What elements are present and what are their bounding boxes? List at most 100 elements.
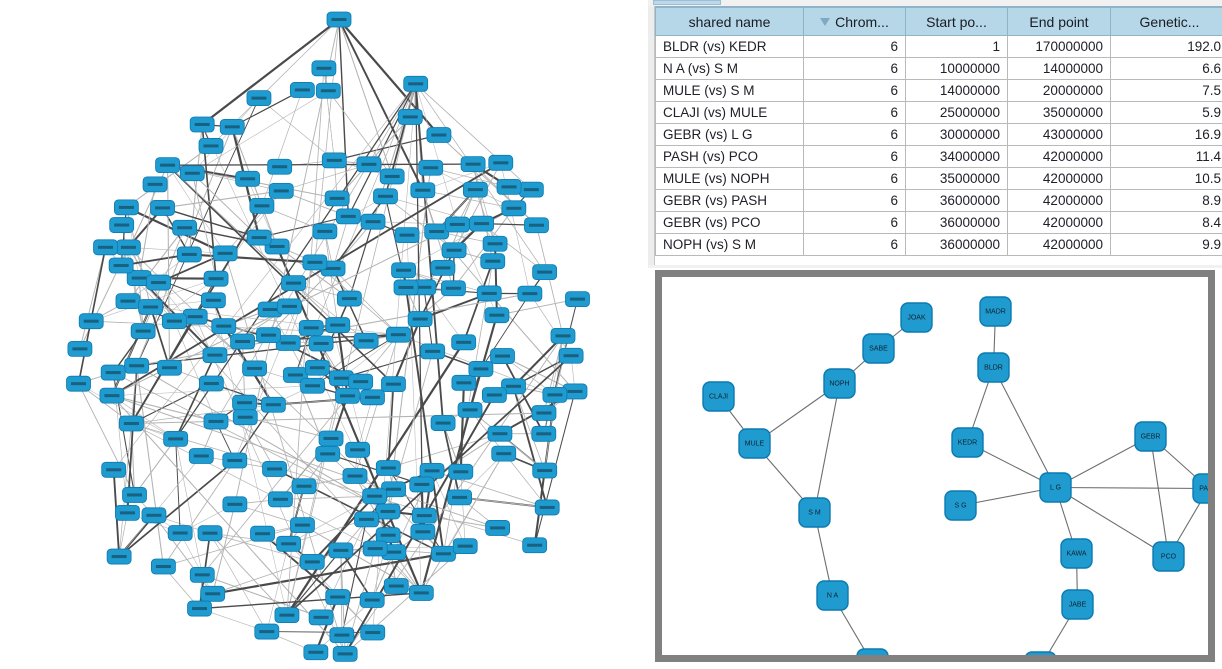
main-network-node[interactable] — [336, 290, 362, 307]
main-network-node[interactable] — [325, 589, 351, 605]
main-network-node[interactable] — [558, 347, 584, 364]
main-network-node[interactable] — [379, 168, 405, 185]
main-network-node[interactable] — [109, 217, 135, 233]
main-network-edge[interactable] — [459, 496, 548, 508]
cell-genetic[interactable]: 6.6 — [1110, 57, 1222, 80]
main-network-view[interactable] — [0, 0, 648, 669]
main-network-node[interactable] — [276, 535, 302, 552]
main-network-node[interactable] — [93, 239, 118, 256]
main-network-node[interactable] — [444, 216, 470, 233]
main-network-edge[interactable] — [281, 164, 370, 192]
subnetwork-node[interactable]: GEBR — [1134, 421, 1167, 452]
main-network-node[interactable] — [550, 327, 576, 344]
main-network-node[interactable] — [230, 333, 256, 350]
main-network-node[interactable] — [354, 511, 379, 528]
cell-genetic[interactable]: 192.0 — [1110, 35, 1222, 58]
table-row[interactable]: N A (vs) S M 6 10000000 14000000 6.6 — [655, 57, 1222, 80]
cell-end-point[interactable]: 43000000 — [1007, 123, 1111, 146]
main-network-edge[interactable] — [387, 535, 397, 587]
main-network-node[interactable] — [122, 487, 147, 503]
main-network-node[interactable] — [468, 361, 494, 377]
main-network-node[interactable] — [304, 359, 330, 376]
main-network-node[interactable] — [311, 60, 337, 77]
main-network-node[interactable] — [108, 257, 134, 274]
main-network-node[interactable] — [308, 609, 334, 626]
main-network-node[interactable] — [188, 448, 214, 464]
main-network-node[interactable] — [518, 181, 544, 198]
main-network-node[interactable] — [451, 334, 477, 351]
main-network-edge[interactable] — [209, 532, 313, 563]
cell-chromosome[interactable]: 6 — [803, 211, 906, 234]
main-network-node[interactable] — [161, 313, 187, 330]
main-network-node[interactable] — [246, 229, 272, 246]
main-network-edge[interactable] — [234, 404, 274, 461]
main-network-edge[interactable] — [436, 231, 490, 294]
subnetwork-canvas[interactable]: JOAK MADR SABE BLDR NOPH CLAJI GEBR KEDR MULE L G… — [662, 277, 1208, 655]
main-network-node[interactable] — [485, 520, 511, 536]
cell-genetic[interactable]: 5.9 — [1110, 101, 1222, 124]
main-network-edge[interactable] — [338, 19, 350, 217]
cell-genetic[interactable]: 9.9 — [1110, 233, 1222, 256]
main-network-node[interactable] — [106, 548, 132, 565]
column-header-shared-name[interactable]: shared name — [655, 6, 804, 36]
table-row[interactable]: BLDR (vs) KEDR 6 1 170000000 192.0 — [655, 35, 1222, 58]
main-network-edge[interactable] — [388, 433, 501, 469]
main-network-edge[interactable] — [189, 253, 315, 264]
main-network-edge[interactable] — [209, 532, 288, 616]
main-network-node[interactable] — [274, 607, 300, 624]
main-network-node[interactable] — [410, 182, 436, 199]
main-network-node[interactable] — [256, 327, 281, 344]
main-network-node[interactable] — [484, 307, 510, 324]
subnetwork-edge[interactable] — [1055, 487, 1169, 557]
column-header-start-point[interactable]: Start po... — [905, 6, 1008, 36]
main-network-edge[interactable] — [354, 475, 389, 536]
main-network-edge[interactable] — [167, 165, 171, 368]
main-network-node[interactable] — [362, 488, 388, 505]
main-network-node[interactable] — [360, 624, 386, 641]
main-network-edge[interactable] — [347, 83, 417, 217]
main-network-node[interactable] — [203, 413, 229, 430]
cell-chromosome[interactable]: 6 — [803, 189, 906, 212]
main-network-node[interactable] — [300, 377, 325, 394]
main-network-node[interactable] — [408, 585, 434, 601]
main-network-node[interactable] — [345, 441, 371, 458]
subnetwork-node[interactable]: CLAJI — [702, 381, 735, 412]
main-network-node[interactable] — [130, 323, 156, 339]
main-network-edge[interactable] — [266, 543, 289, 632]
main-network-edge[interactable] — [212, 552, 444, 595]
main-network-edge[interactable] — [163, 460, 236, 567]
cell-chromosome[interactable]: 6 — [803, 79, 906, 102]
subnetwork-node[interactable]: KEDR — [951, 427, 984, 458]
cell-chromosome[interactable]: 6 — [803, 35, 906, 58]
main-network-node[interactable] — [353, 332, 379, 349]
main-network-node[interactable] — [393, 279, 419, 296]
main-network-edge[interactable] — [167, 165, 226, 254]
main-network-edge[interactable] — [480, 293, 531, 370]
main-network-node[interactable] — [318, 430, 344, 447]
main-network-node[interactable] — [460, 156, 486, 173]
cell-start-point[interactable]: 1 — [905, 35, 1008, 58]
main-network-node[interactable] — [315, 82, 341, 99]
main-network-node[interactable] — [249, 197, 275, 214]
main-network-node[interactable] — [324, 190, 350, 207]
main-network-edge[interactable] — [338, 19, 393, 177]
main-network-edge[interactable] — [334, 134, 440, 161]
cell-genetic[interactable]: 8.4 — [1110, 211, 1222, 234]
table-row[interactable]: CLAJI (vs) MULE 6 25000000 35000000 5.9 — [655, 101, 1222, 124]
main-network-node[interactable] — [157, 359, 182, 376]
main-network-edge[interactable] — [162, 207, 260, 239]
main-network-node[interactable] — [391, 262, 416, 279]
main-network-node[interactable] — [113, 199, 139, 216]
main-network-node[interactable] — [308, 335, 334, 352]
main-network-node[interactable] — [200, 585, 226, 602]
subnetwork-view[interactable]: JOAK MADR SABE BLDR NOPH CLAJI GEBR KEDR MULE L G… — [655, 270, 1215, 662]
cell-start-point[interactable]: 36000000 — [905, 233, 1008, 256]
main-network-edge[interactable] — [341, 350, 433, 379]
edge-attribute-table[interactable]: shared name Chrom... Start po... — [655, 6, 1222, 256]
main-network-node[interactable] — [534, 499, 560, 516]
main-network-edge[interactable] — [276, 246, 350, 300]
main-network-edge[interactable] — [175, 438, 181, 534]
main-network-node[interactable] — [410, 523, 436, 540]
main-network-edge[interactable] — [332, 195, 387, 269]
main-network-node[interactable] — [496, 179, 522, 195]
